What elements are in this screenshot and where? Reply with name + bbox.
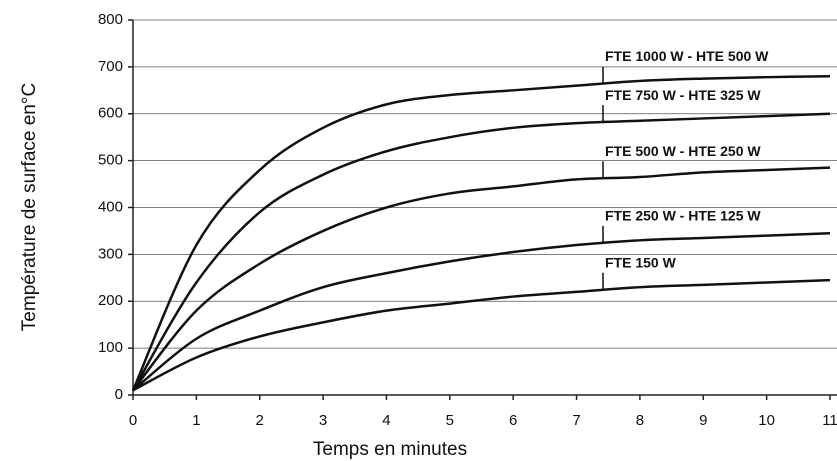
series-line (131, 112, 831, 391)
x-tick-label: 3 (319, 412, 327, 429)
x-tick-label: 6 (509, 412, 517, 429)
x-tick-label: 0 (129, 412, 137, 429)
x-axis-label: Temps en minutes (313, 439, 467, 460)
series-annotation: FTE 500 W - HTE 250 W (605, 143, 761, 159)
x-tick-label: 2 (256, 412, 264, 429)
x-tick-label: 10 (758, 412, 775, 429)
x-tick-label: 7 (572, 412, 580, 429)
x-tick-label: 9 (699, 412, 707, 429)
y-tick-label: 0 (115, 386, 123, 403)
x-tick-label: 11 (822, 412, 837, 429)
series-annotation: FTE 150 W (605, 254, 677, 270)
y-tick-label: 600 (98, 105, 123, 122)
x-tick-label: 5 (446, 412, 454, 429)
series-line (132, 166, 831, 392)
y-tick-label: 500 (98, 152, 123, 169)
x-tick-label: 4 (382, 412, 390, 429)
series-line (131, 75, 831, 391)
y-tick-label: 800 (98, 11, 123, 28)
series-annotation: FTE 250 W - HTE 125 W (605, 208, 761, 224)
series-line (132, 278, 831, 392)
x-tick-label: 1 (192, 412, 200, 429)
x-tick-label: 8 (636, 412, 644, 429)
series-annotation: FTE 750 W - HTE 325 W (605, 87, 761, 103)
y-tick-label: 700 (98, 58, 123, 75)
series-annotation: FTE 1000 W - HTE 500 W (605, 48, 769, 64)
y-tick-label: 200 (98, 292, 123, 309)
y-axis-label: Température de surface en°C (19, 83, 40, 331)
y-tick-label: 100 (98, 339, 123, 356)
y-tick-label: 400 (98, 198, 123, 215)
series-line (132, 232, 831, 392)
y-tick-label: 300 (98, 245, 123, 262)
